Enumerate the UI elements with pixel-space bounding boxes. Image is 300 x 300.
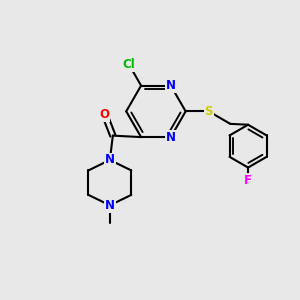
Text: N: N bbox=[166, 79, 176, 92]
Text: S: S bbox=[205, 105, 213, 118]
Text: Cl: Cl bbox=[123, 58, 136, 71]
Text: F: F bbox=[244, 173, 252, 187]
Text: N: N bbox=[166, 130, 176, 144]
Text: N: N bbox=[105, 199, 115, 212]
Text: O: O bbox=[100, 108, 110, 121]
Text: N: N bbox=[105, 154, 115, 166]
